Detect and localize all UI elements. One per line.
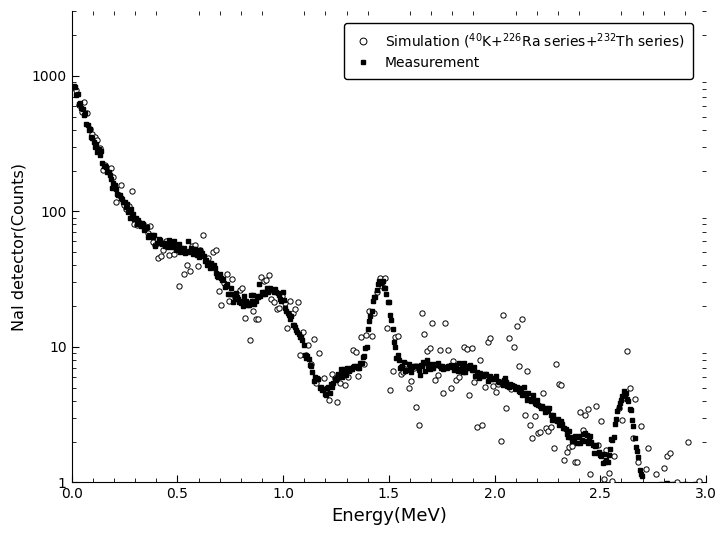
Measurement [633, 448, 641, 455]
Measurement [646, 486, 655, 492]
Measurement [280, 297, 288, 303]
Simulation ($^{40}$K+$^{226}$Ra series+$^{232}$Th series) [69, 84, 78, 91]
Simulation ($^{40}$K+$^{226}$Ra series+$^{232}$Th series) [170, 251, 178, 257]
Simulation ($^{40}$K+$^{226}$Ra series+$^{232}$Th series) [657, 486, 666, 492]
X-axis label: Energy(MeV): Energy(MeV) [331, 507, 447, 525]
Measurement [347, 366, 356, 373]
Measurement [70, 83, 79, 90]
Simulation ($^{40}$K+$^{226}$Ra series+$^{232}$Th series) [589, 486, 598, 492]
Y-axis label: NaI detector(Counts): NaI detector(Counts) [11, 163, 26, 331]
Line: Measurement: Measurement [71, 85, 705, 490]
Simulation ($^{40}$K+$^{226}$Ra series+$^{232}$Th series) [486, 334, 494, 341]
Measurement [700, 485, 708, 492]
Measurement [68, 84, 77, 90]
Measurement [159, 240, 168, 247]
Simulation ($^{40}$K+$^{226}$Ra series+$^{232}$Th series) [700, 483, 708, 490]
Line: Simulation ($^{40}$K+$^{226}$Ra series+$^{232}$Th series): Simulation ($^{40}$K+$^{226}$Ra series+$… [71, 85, 706, 492]
Simulation ($^{40}$K+$^{226}$Ra series+$^{232}$Th series) [283, 325, 292, 331]
Simulation ($^{40}$K+$^{226}$Ra series+$^{232}$Th series) [111, 199, 120, 205]
Legend: Simulation ($^{40}$K+$^{226}$Ra series+$^{232}$Th series), Measurement: Simulation ($^{40}$K+$^{226}$Ra series+$… [344, 23, 692, 79]
Simulation ($^{40}$K+$^{226}$Ra series+$^{232}$Th series) [96, 145, 105, 151]
Measurement [82, 121, 91, 127]
Measurement [586, 433, 595, 440]
